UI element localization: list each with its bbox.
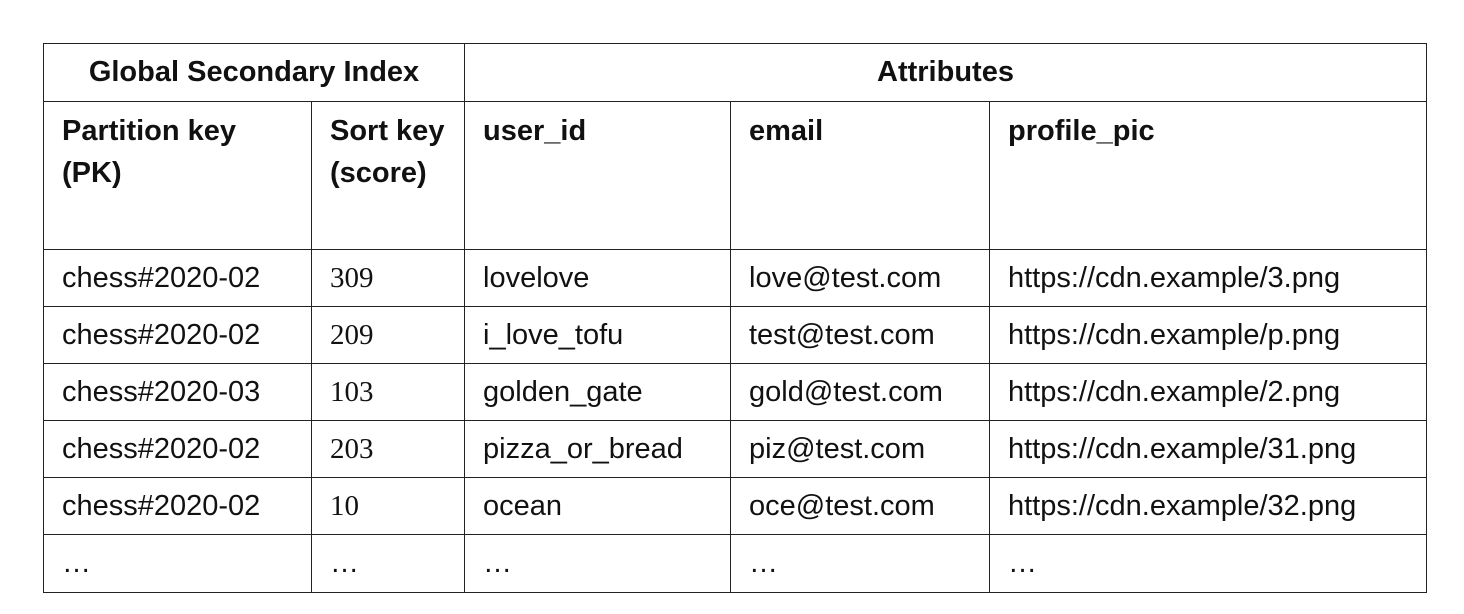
cell-sort-key: 309 [311,249,465,307]
cell-partition-key: chess#2020-02 [43,477,312,535]
cell-email: piz@test.com [730,420,990,478]
column-header-partition-key: Partition key (PK) [43,101,312,250]
cell-user-id: lovelove [464,249,731,307]
cell-ellipsis: … [989,534,1427,593]
cell-partition-key: chess#2020-02 [43,306,312,364]
gsi-table: Global Secondary Index Attributes Partit… [43,43,1427,593]
cell-profile-pic: https://cdn.example/32.png [989,477,1427,535]
cell-user-id: golden_gate [464,363,731,421]
cell-email: love@test.com [730,249,990,307]
cell-email: gold@test.com [730,363,990,421]
cell-profile-pic: https://cdn.example/3.png [989,249,1427,307]
cell-user-id: pizza_or_bread [464,420,731,478]
group-header-row: Global Secondary Index Attributes [43,43,1427,102]
cell-sort-key: 203 [311,420,465,478]
cell-user-id: i_love_tofu [464,306,731,364]
column-header-email: email [730,101,990,250]
cell-sort-key: 103 [311,363,465,421]
table-row: chess#2020-02 203 pizza_or_bread piz@tes… [43,420,1427,478]
cell-ellipsis: … [311,534,465,593]
cell-email: test@test.com [730,306,990,364]
column-header-profile-pic: profile_pic [989,101,1427,250]
table-row: chess#2020-02 209 i_love_tofu test@test.… [43,306,1427,364]
cell-sort-key: 209 [311,306,465,364]
cell-partition-key: chess#2020-02 [43,249,312,307]
column-header-row: Partition key (PK) Sort key (score) user… [43,101,1427,250]
column-header-sort-key: Sort key (score) [311,101,465,250]
cell-sort-key: 10 [311,477,465,535]
cell-profile-pic: https://cdn.example/31.png [989,420,1427,478]
cell-partition-key: chess#2020-02 [43,420,312,478]
cell-profile-pic: https://cdn.example/2.png [989,363,1427,421]
cell-ellipsis: … [43,534,312,593]
column-header-user-id: user_id [464,101,731,250]
cell-ellipsis: … [464,534,731,593]
table-row: chess#2020-02 309 lovelove love@test.com… [43,249,1427,307]
table-row: chess#2020-03 103 golden_gate gold@test.… [43,363,1427,421]
cell-user-id: ocean [464,477,731,535]
cell-ellipsis: … [730,534,990,593]
ellipsis-row: … … … … … [43,534,1427,593]
cell-email: oce@test.com [730,477,990,535]
cell-profile-pic: https://cdn.example/p.png [989,306,1427,364]
attributes-group-header: Attributes [464,43,1427,102]
table-row: chess#2020-02 10 ocean oce@test.com http… [43,477,1427,535]
cell-partition-key: chess#2020-03 [43,363,312,421]
gsi-group-header: Global Secondary Index [43,43,465,102]
